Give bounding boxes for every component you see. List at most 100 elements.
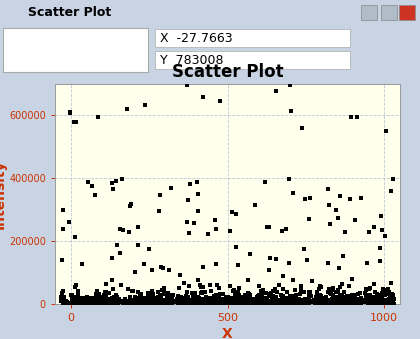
Point — [157, 265, 164, 270]
Point — [368, 299, 374, 304]
Point — [179, 300, 186, 305]
Point — [149, 267, 155, 273]
Point — [206, 296, 213, 301]
Bar — [381, 5, 397, 20]
Point — [231, 293, 238, 298]
Point — [319, 301, 326, 307]
Point — [247, 252, 254, 257]
Point — [183, 82, 190, 87]
Point — [346, 293, 352, 299]
Point — [313, 290, 320, 295]
Point — [249, 299, 255, 304]
Point — [210, 296, 217, 301]
Point — [286, 260, 292, 266]
Point — [235, 285, 242, 291]
Point — [368, 298, 374, 303]
Point — [235, 290, 242, 296]
Point — [286, 301, 293, 306]
Point — [190, 295, 197, 300]
Point — [316, 301, 323, 306]
Point — [113, 293, 119, 298]
Point — [141, 301, 148, 307]
Point — [76, 295, 82, 301]
Point — [89, 299, 96, 305]
Point — [115, 300, 121, 305]
Point — [116, 298, 123, 303]
Point — [362, 291, 368, 296]
Point — [92, 297, 99, 302]
Point — [122, 298, 129, 304]
Point — [169, 301, 176, 306]
Point — [240, 299, 247, 305]
Point — [136, 301, 143, 306]
Point — [144, 300, 150, 306]
Point — [88, 299, 94, 305]
Point — [263, 224, 270, 229]
Point — [124, 300, 131, 306]
Point — [289, 295, 296, 300]
Point — [341, 230, 348, 235]
Point — [291, 298, 297, 303]
Point — [254, 296, 261, 302]
Point — [291, 300, 298, 305]
Point — [118, 176, 125, 181]
Point — [360, 300, 366, 305]
Point — [388, 299, 395, 304]
Point — [317, 293, 324, 299]
Point — [256, 283, 262, 288]
Point — [198, 301, 205, 306]
Point — [228, 300, 235, 306]
Point — [199, 297, 205, 303]
Point — [296, 296, 303, 302]
Point — [301, 298, 307, 303]
Point — [162, 299, 168, 305]
Point — [113, 297, 120, 302]
Point — [116, 251, 123, 256]
Point — [330, 297, 337, 303]
Point — [152, 300, 158, 306]
Point — [142, 301, 149, 306]
Point — [222, 298, 229, 304]
Point — [233, 212, 239, 217]
Point — [142, 298, 149, 304]
Point — [358, 298, 365, 304]
Point — [389, 301, 396, 306]
Point — [328, 297, 335, 303]
Point — [165, 301, 172, 306]
Point — [213, 261, 219, 266]
Point — [113, 298, 120, 304]
Text: Y  783008: Y 783008 — [160, 54, 223, 66]
Point — [370, 297, 377, 303]
Point — [219, 296, 226, 301]
Point — [100, 298, 107, 303]
Point — [298, 283, 304, 289]
Point — [324, 299, 331, 305]
Point — [129, 298, 135, 303]
Point — [281, 300, 287, 305]
Point — [161, 300, 168, 305]
Point — [189, 291, 196, 296]
Point — [183, 290, 190, 295]
Point — [109, 186, 116, 192]
Point — [122, 297, 129, 302]
Point — [189, 300, 196, 305]
Point — [184, 299, 191, 304]
Point — [135, 301, 142, 306]
Point — [83, 296, 90, 302]
Point — [344, 296, 351, 301]
Point — [185, 294, 192, 299]
Point — [70, 301, 77, 306]
Point — [345, 300, 352, 306]
Point — [334, 295, 341, 300]
Point — [76, 297, 82, 302]
Point — [107, 297, 113, 302]
Point — [211, 299, 218, 304]
Point — [86, 301, 92, 307]
Point — [235, 293, 242, 298]
Point — [325, 301, 331, 306]
Point — [312, 297, 319, 302]
Point — [341, 298, 348, 304]
Point — [261, 301, 268, 306]
Point — [275, 282, 282, 287]
Point — [358, 295, 365, 300]
